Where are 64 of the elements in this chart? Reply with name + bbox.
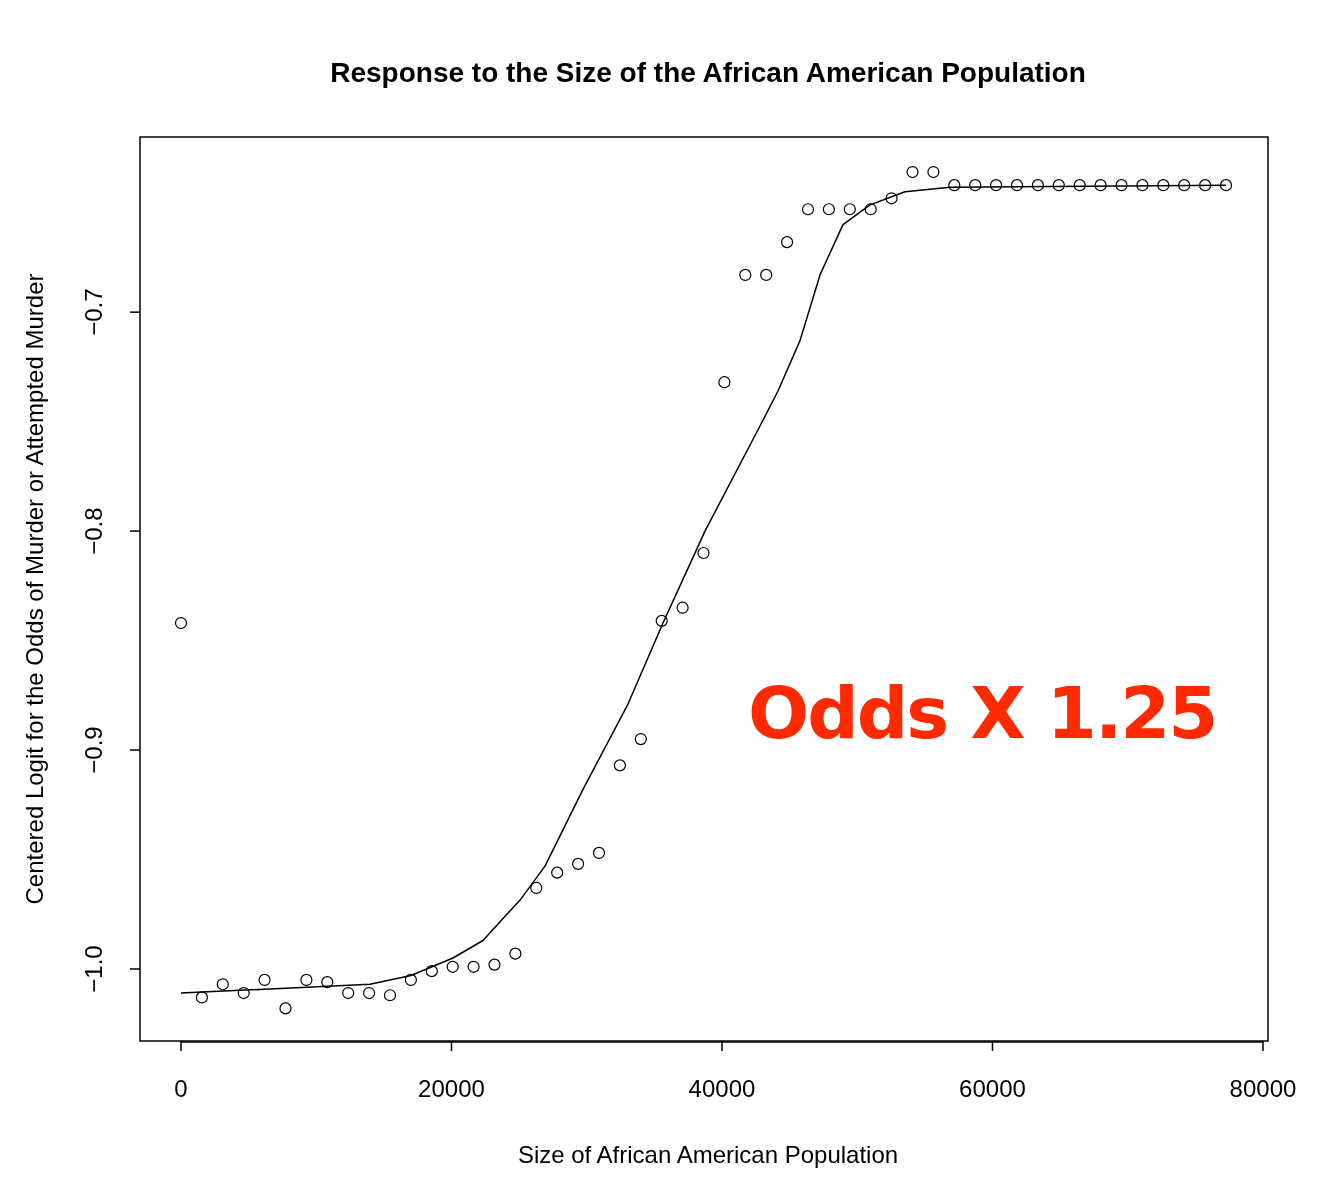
x-tick-label: 40000 <box>688 1075 756 1102</box>
y-tick-label: −0.8 <box>80 507 107 555</box>
point <box>279 1002 292 1015</box>
y-tick-label: −1.0 <box>80 945 107 993</box>
x-tick-label: 60000 <box>959 1075 1026 1102</box>
point <box>822 203 835 216</box>
point <box>1157 179 1170 192</box>
point <box>885 192 898 205</box>
point <box>592 846 606 860</box>
point <box>446 960 459 973</box>
point <box>425 965 438 978</box>
point <box>342 986 355 1000</box>
x-axis-title: Size of African American Population <box>517 1141 899 1168</box>
point <box>1136 179 1149 192</box>
y-axis-title: Centered Logit for the Odds of Murder or Attempted Murder <box>21 273 48 905</box>
point <box>383 989 397 1002</box>
point <box>718 376 731 389</box>
point <box>174 616 188 630</box>
x-tick-label: 80000 <box>1229 1075 1297 1102</box>
point <box>572 857 585 870</box>
point <box>864 203 877 216</box>
point <box>488 958 501 971</box>
point <box>509 947 522 960</box>
point <box>321 976 334 989</box>
y-tick-label: −0.9 <box>80 726 107 774</box>
point <box>613 759 626 772</box>
point <box>739 268 752 282</box>
chart-title: Response to the Size of the African American Population <box>330 57 1086 88</box>
point <box>969 179 982 192</box>
point <box>551 866 564 879</box>
point <box>760 268 773 282</box>
point <box>1052 179 1065 192</box>
point <box>1178 179 1191 192</box>
point <box>258 973 271 987</box>
annotation: Odds X 1.25 <box>748 671 1217 755</box>
point <box>363 986 376 1000</box>
point <box>195 991 208 1004</box>
point <box>801 203 815 216</box>
point <box>1010 179 1024 192</box>
x-tick-label: 0 <box>174 1075 188 1102</box>
point <box>237 986 250 1000</box>
point <box>1031 179 1044 192</box>
point <box>1073 179 1086 192</box>
point <box>655 614 668 627</box>
point <box>467 960 480 973</box>
point <box>1199 179 1212 192</box>
point <box>948 179 961 192</box>
point <box>1115 179 1128 192</box>
y-tick-label: −0.7 <box>80 288 107 336</box>
point <box>1094 179 1107 192</box>
point <box>1219 179 1233 192</box>
point <box>300 973 313 987</box>
point <box>530 881 543 895</box>
point <box>697 546 710 560</box>
point <box>781 235 794 249</box>
point <box>676 601 689 614</box>
point <box>404 973 417 987</box>
point <box>927 165 940 179</box>
point <box>634 732 647 746</box>
point <box>843 203 856 216</box>
point <box>216 978 229 991</box>
point <box>990 179 1003 192</box>
point <box>906 165 919 179</box>
x-tick-label: 20000 <box>418 1075 485 1102</box>
